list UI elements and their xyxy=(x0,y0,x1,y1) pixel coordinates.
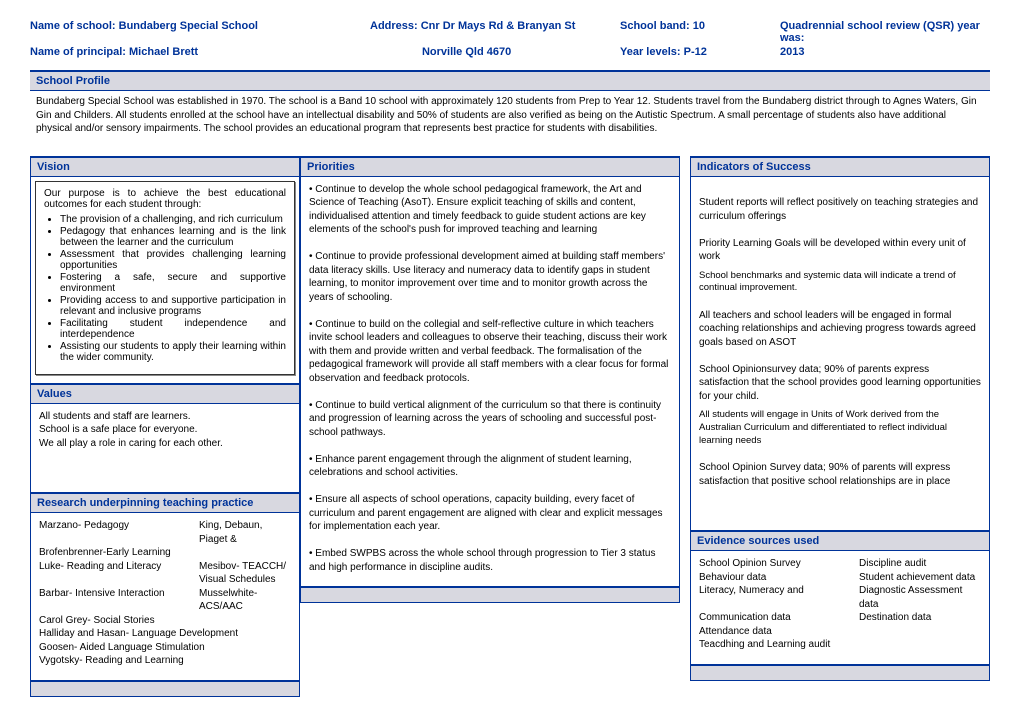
vision-intro: Our purpose is to achieve the best educa… xyxy=(44,188,286,210)
left-footer-bar xyxy=(31,680,299,697)
vision-item: Fostering a safe, secure and supportive … xyxy=(60,272,286,294)
vision-item: The provision of a challenging, and rich… xyxy=(60,214,286,225)
research-body: Marzano- PedagogyKing, Debaun, Piaget & … xyxy=(31,513,299,680)
values-body: All students and staff are learners. Sch… xyxy=(31,404,299,463)
values-line: All students and staff are learners. xyxy=(39,410,291,424)
vision-item: Assessment that provides challenging lea… xyxy=(60,249,286,271)
header-row-1: Name of school: Bundaberg Special School… xyxy=(30,20,990,44)
vision-item: Providing access to and supportive parti… xyxy=(60,295,286,317)
values-title: Values xyxy=(31,383,299,404)
indicator-item: Student reports will reflect positively … xyxy=(699,196,981,223)
indicators-body: Student reports will reflect positively … xyxy=(691,177,989,501)
indicator-item: School Opinion Survey data; 90% of paren… xyxy=(699,461,981,488)
evidence-item: Teacdhing and Learning audit xyxy=(699,638,981,652)
priority-item: • Enhance parent engagement through the … xyxy=(309,453,671,480)
school-name: Name of school: Bundaberg Special School xyxy=(30,20,370,44)
principal: Name of principal: Michael Brett xyxy=(30,46,370,58)
indicator-item: School Opinionsurvey data; 90% of parent… xyxy=(699,363,981,404)
vision-item: Assisting our students to apply their le… xyxy=(60,341,286,363)
evidence-item: Communication data xyxy=(699,611,859,625)
header-row-2: Name of principal: Michael Brett Norvill… xyxy=(30,46,990,58)
priority-item: • Embed SWPBS across the whole school th… xyxy=(309,547,671,574)
indicator-item: Priority Learning Goals will be develope… xyxy=(699,237,981,264)
evidence-item: Diagnostic Assessment data xyxy=(859,584,981,611)
evidence-item: Destination data xyxy=(859,611,981,625)
vision-item: Pedagogy that enhances learning and is t… xyxy=(60,226,286,248)
indicators-title: Indicators of Success xyxy=(691,156,989,177)
research-item: Goosen- Aided Language Stimulation xyxy=(39,641,291,655)
vision-list: The provision of a challenging, and rich… xyxy=(60,214,286,363)
values-line: School is a safe place for everyone. xyxy=(39,423,291,437)
indicator-item: School benchmarks and systemic data will… xyxy=(699,270,981,296)
priorities-body: • Continue to develop the whole school p… xyxy=(301,177,679,587)
research-item: Mesibov- TEACCH/ Visual Schedules xyxy=(199,560,291,587)
right-footer-bar xyxy=(691,664,989,681)
address: Address: Cnr Dr Mays Rd & Branyan St xyxy=(370,20,620,44)
research-item: Brofenbrenner-Early Learning xyxy=(39,546,291,560)
profile-title: School Profile xyxy=(30,70,990,91)
evidence-body: School Opinion SurveyDiscipline audit Be… xyxy=(691,551,989,664)
evidence-title: Evidence sources used xyxy=(691,530,989,551)
priority-item: • Continue to develop the whole school p… xyxy=(309,183,671,237)
evidence-item: School Opinion Survey xyxy=(699,557,859,571)
values-line: We all play a role in caring for each ot… xyxy=(39,437,291,451)
indicator-item: All students will engage in Units of Wor… xyxy=(699,409,981,447)
research-item: Musselwhite- ACS/AAC xyxy=(199,587,291,614)
mid-footer-bar xyxy=(301,586,679,603)
vision-title: Vision xyxy=(31,156,299,177)
school-band: School band: 10 xyxy=(620,20,780,44)
profile-body: Bundaberg Special School was established… xyxy=(30,91,990,146)
indicator-item: All teachers and school leaders will be … xyxy=(699,309,981,350)
priority-item: • Continue to build on the collegial and… xyxy=(309,318,671,386)
research-title: Research underpinning teaching practice xyxy=(31,492,299,513)
year-levels: Year levels: P-12 xyxy=(620,46,780,58)
priority-item: • Continue to provide professional devel… xyxy=(309,250,671,304)
qsr-label: Quadrennial school review (QSR) year was… xyxy=(780,20,990,44)
evidence-item: Behaviour data xyxy=(699,571,859,585)
vision-box: Our purpose is to achieve the best educa… xyxy=(35,181,295,375)
evidence-item: Attendance data xyxy=(699,625,981,639)
research-item: Vygotsky- Reading and Learning xyxy=(39,654,291,668)
research-item: Barbar- Intensive Interaction xyxy=(39,587,199,614)
research-item: King, Debaun, Piaget & xyxy=(199,519,291,546)
left-column: Vision Our purpose is to achieve the bes… xyxy=(30,156,300,697)
priority-item: • Continue to build vertical alignment o… xyxy=(309,399,671,440)
evidence-item: Discipline audit xyxy=(859,557,981,571)
school-profile-section: School Profile Bundaberg Special School … xyxy=(30,70,990,146)
qsr-year: 2013 xyxy=(780,46,990,58)
research-item: Luke- Reading and Literacy xyxy=(39,560,199,587)
right-column: Indicators of Success Student reports wi… xyxy=(690,156,990,681)
research-item: Marzano- Pedagogy xyxy=(39,519,199,546)
research-item: Halliday and Hasan- Language Development xyxy=(39,627,291,641)
priorities-title: Priorities xyxy=(301,156,679,177)
middle-column: Priorities • Continue to develop the who… xyxy=(300,156,680,604)
evidence-item: Student achievement data xyxy=(859,571,981,585)
priority-item: • Ensure all aspects of school operation… xyxy=(309,493,671,534)
main-columns: Vision Our purpose is to achieve the bes… xyxy=(30,156,990,697)
vision-item: Facilitating student independence and in… xyxy=(60,318,286,340)
address-2: Norville Qld 4670 xyxy=(370,46,620,58)
research-item: Carol Grey- Social Stories xyxy=(39,614,291,628)
evidence-item: Literacy, Numeracy and xyxy=(699,584,859,611)
